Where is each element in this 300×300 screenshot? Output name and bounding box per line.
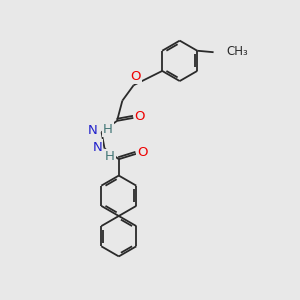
Text: O: O: [135, 110, 145, 123]
Text: CH₃: CH₃: [226, 45, 248, 58]
Text: H: H: [103, 123, 113, 136]
Text: N: N: [92, 140, 102, 154]
Text: N: N: [88, 124, 98, 137]
Text: O: O: [137, 146, 148, 159]
Text: H: H: [105, 150, 115, 163]
Text: O: O: [130, 70, 141, 83]
